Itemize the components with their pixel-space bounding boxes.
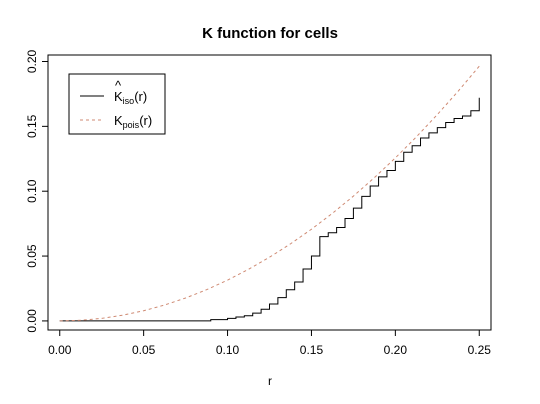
y-tick-label: 0.10	[25, 179, 39, 203]
legend-box	[68, 73, 166, 135]
y-tick-label: 0.20	[25, 49, 39, 73]
series-layer	[59, 65, 480, 322]
hat-accent-icon: ^	[115, 78, 122, 93]
x-tick-label: 0.05	[132, 343, 156, 357]
y-tick-label: 0.15	[25, 114, 39, 138]
y-tick-label: 0.00	[25, 309, 39, 333]
x-tick-label: 0.20	[384, 343, 408, 357]
x-axis: 0.00 0.05 0.10 0.15 0.20 0.25	[48, 330, 491, 357]
plot-area-frame	[47, 54, 492, 331]
y-axis: 0.00 0.05 0.10 0.15 0.20	[25, 49, 48, 333]
chart-title: K function for cells	[202, 25, 338, 42]
x-tick-label: 0.10	[216, 343, 240, 357]
x-tick-label: 0.25	[468, 343, 492, 357]
series-line-k-iso	[59, 97, 480, 322]
x-axis-label: r	[268, 374, 272, 388]
x-tick-label: 0.00	[48, 343, 72, 357]
legend-entry-k-pois: Kpois(r)	[114, 113, 152, 130]
series-line-k-pois	[59, 65, 480, 322]
legend-entry-k-iso: Kiso(r)	[114, 89, 147, 106]
legend: Kiso(r)^ Kpois(r)	[68, 73, 166, 135]
x-tick-label: 0.15	[300, 343, 324, 357]
y-tick-label: 0.05	[25, 244, 39, 268]
